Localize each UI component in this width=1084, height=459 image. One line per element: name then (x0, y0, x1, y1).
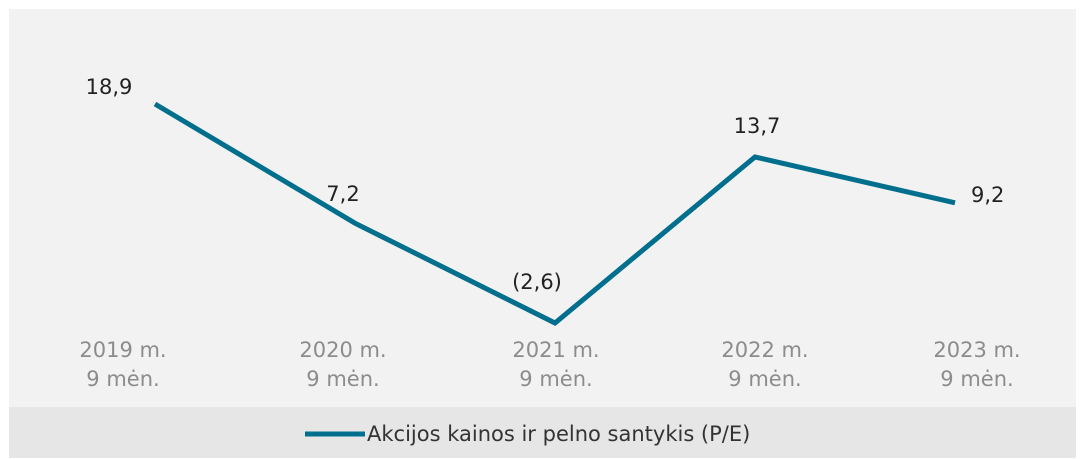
data-label: 13,7 (734, 114, 781, 138)
x-tick-label: 2021 m. 9 mėn. (512, 338, 600, 391)
data-label: (2,6) (512, 270, 562, 294)
x-tick-label: 2023 m. 9 mėn. (933, 338, 1021, 391)
data-label: 9,2 (971, 183, 1004, 207)
data-label: 7,2 (326, 182, 359, 206)
line (153, 101, 956, 326)
data-label: 18,9 (86, 75, 133, 99)
plot-background (9, 9, 1076, 407)
x-tick-label: 2022 m. 9 mėn. (721, 338, 809, 391)
legend-label: Akcijos kainos ir pelno santykis (P/E) (367, 422, 750, 446)
x-tick-label: 2019 m. 9 mėn. (79, 338, 167, 391)
x-tick-label: 2020 m. 9 mėn. (299, 338, 387, 391)
legend-background (9, 407, 1076, 458)
